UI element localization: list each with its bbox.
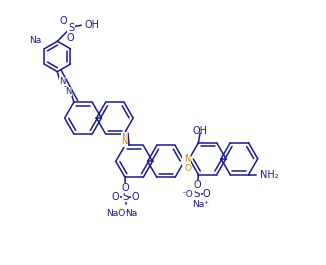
Text: S: S xyxy=(68,23,74,33)
Text: N: N xyxy=(65,87,71,96)
Text: N: N xyxy=(122,137,128,146)
Text: N: N xyxy=(121,133,127,142)
Text: OH: OH xyxy=(193,126,208,135)
Text: Na⁺: Na⁺ xyxy=(192,200,209,209)
Text: O: O xyxy=(185,164,192,173)
Text: O: O xyxy=(203,189,210,199)
Text: NH₂: NH₂ xyxy=(260,170,279,180)
Text: OH: OH xyxy=(84,20,99,30)
Text: S: S xyxy=(122,192,129,202)
Text: O: O xyxy=(67,33,75,43)
Text: O: O xyxy=(122,183,129,193)
Text: NaO⁻: NaO⁻ xyxy=(106,209,130,218)
Text: S: S xyxy=(194,189,200,199)
Text: O: O xyxy=(193,180,201,190)
Text: N: N xyxy=(183,156,189,165)
Text: Na: Na xyxy=(29,36,41,45)
Text: O: O xyxy=(132,192,139,202)
Text: O: O xyxy=(112,192,119,202)
Text: N: N xyxy=(59,77,66,86)
Text: N: N xyxy=(184,155,190,164)
Text: Na: Na xyxy=(125,209,137,218)
Text: ⁻O: ⁻O xyxy=(181,190,193,199)
Text: O: O xyxy=(59,16,67,26)
